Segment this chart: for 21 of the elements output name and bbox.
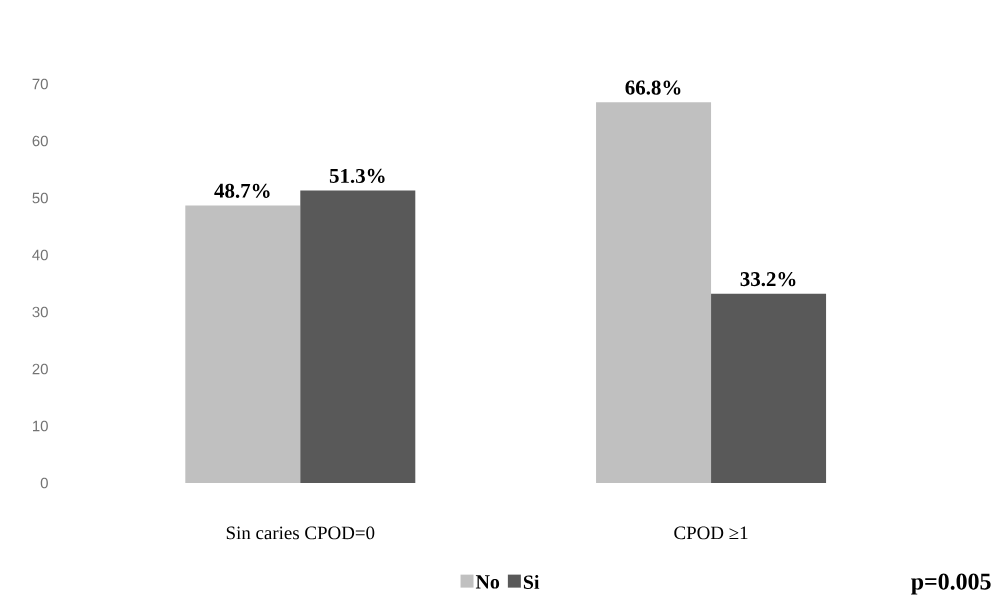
y-tick-label: 70 <box>32 78 48 90</box>
legend-label: No <box>475 575 500 589</box>
x-tick-label: CPOD ≥1 <box>674 526 748 540</box>
y-tick-label: 60 <box>32 135 48 147</box>
y-tick-label: 30 <box>32 306 48 318</box>
bar <box>300 190 416 483</box>
y-tick-label: 40 <box>32 249 48 261</box>
bar <box>185 205 301 483</box>
text: p=0.005 <box>911 573 991 595</box>
y-tick-label: 10 <box>33 420 48 432</box>
data-label: 51.3% <box>329 168 385 184</box>
x-tick-label: Sin caries CPOD=0 <box>226 526 375 540</box>
legend-label: Si <box>523 574 540 589</box>
y-tick-label: 50 <box>32 192 48 204</box>
bar <box>596 102 712 483</box>
data-label: 33.2% <box>740 272 796 287</box>
data-label: 66.8% <box>625 80 681 95</box>
bar <box>711 293 827 483</box>
y-tick-label: 20 <box>32 363 48 375</box>
y-tick-label: 0 <box>40 477 48 489</box>
data-label: 48.7% <box>214 183 270 198</box>
